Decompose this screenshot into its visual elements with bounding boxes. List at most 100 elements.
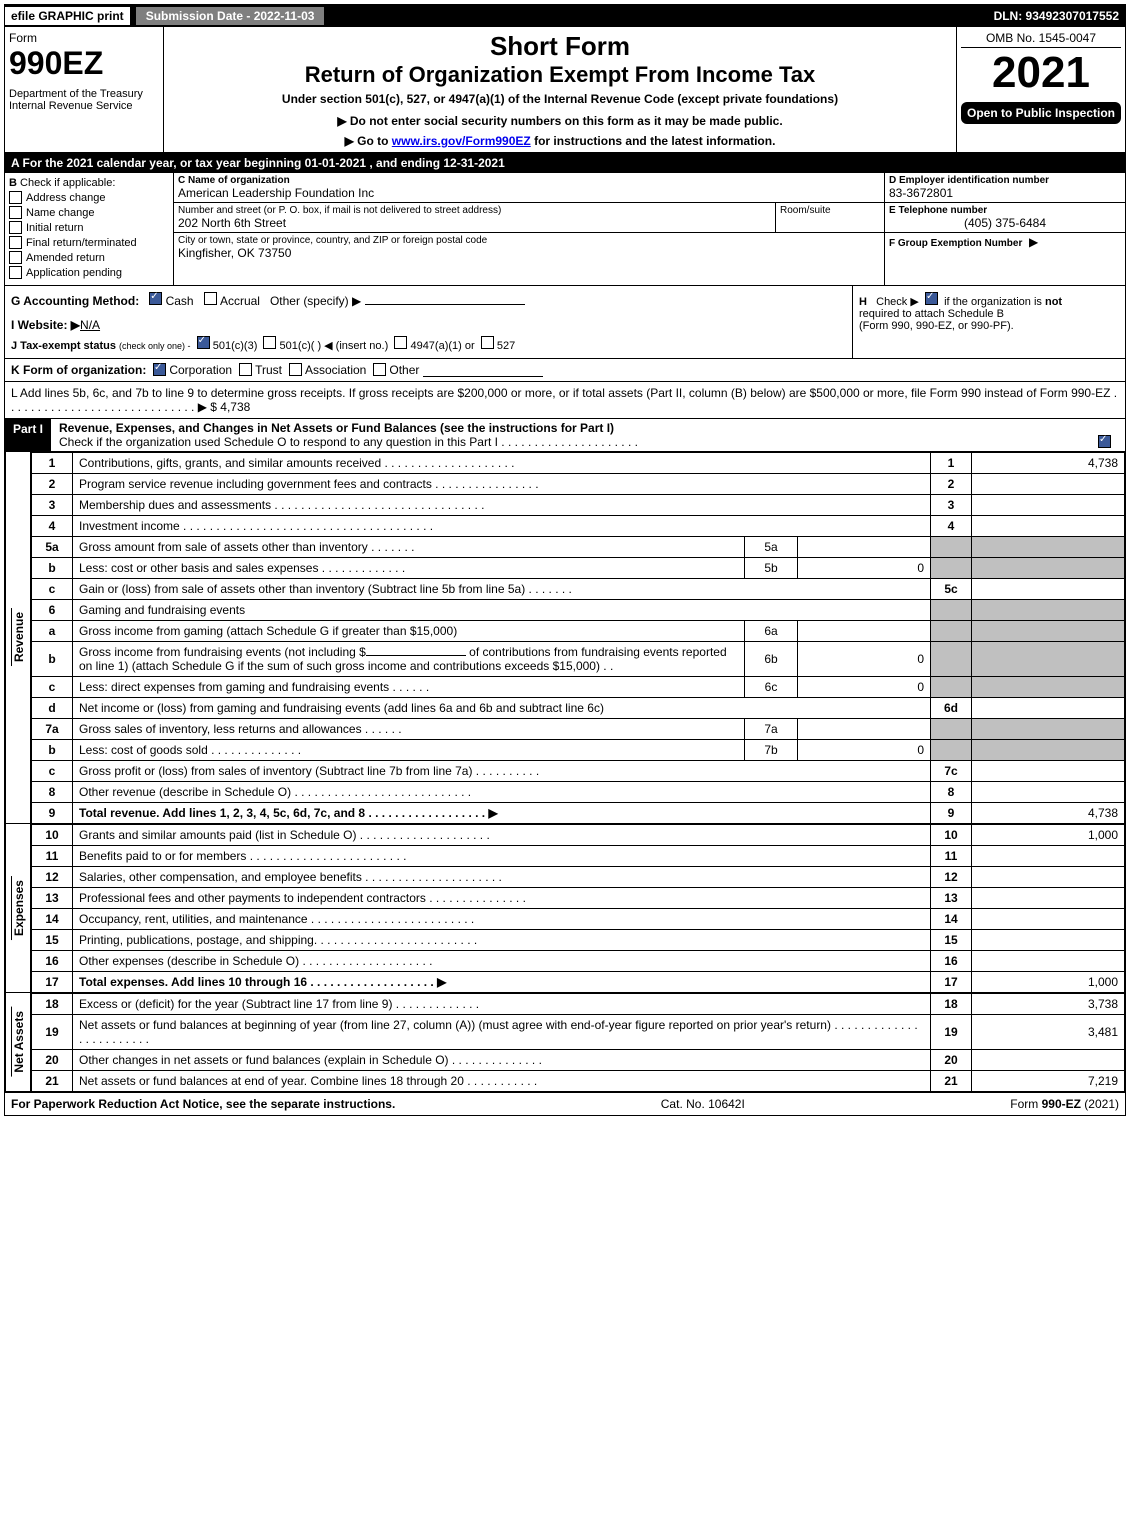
chk-other-org[interactable] bbox=[373, 363, 386, 376]
line-16-desc: Other expenses (describe in Schedule O) … bbox=[73, 951, 931, 972]
g-other-line bbox=[365, 304, 525, 305]
g-accrual: Accrual bbox=[220, 294, 260, 308]
section-a: A For the 2021 calendar year, or tax yea… bbox=[5, 153, 1125, 173]
chk-accrual[interactable] bbox=[204, 292, 217, 305]
chk-amended-return[interactable] bbox=[9, 251, 22, 264]
chk-part1-schedule-o[interactable] bbox=[1098, 435, 1111, 448]
h-not: not bbox=[1045, 296, 1062, 308]
chk-501c3[interactable] bbox=[197, 336, 210, 349]
line-19-desc: Net assets or fund balances at beginning… bbox=[73, 1015, 931, 1050]
line-15-amt bbox=[972, 930, 1125, 951]
b-item-2: Initial return bbox=[26, 222, 83, 234]
j-sub: (check only one) - bbox=[119, 341, 191, 351]
line-6c-sn: 6c bbox=[745, 677, 798, 698]
part1-label: Part I bbox=[5, 419, 51, 451]
return-title: Return of Organization Exempt From Incom… bbox=[168, 62, 952, 88]
line-18-num: 18 bbox=[32, 994, 73, 1015]
chk-association[interactable] bbox=[289, 363, 302, 376]
line-19-idx: 19 bbox=[931, 1015, 972, 1050]
line-20-desc: Other changes in net assets or fund bala… bbox=[73, 1050, 931, 1071]
line-6-num: 6 bbox=[32, 600, 73, 621]
k-other-line bbox=[423, 363, 543, 377]
line-21-num: 21 bbox=[32, 1071, 73, 1092]
line-17-desc: Total expenses. Add lines 10 through 16 … bbox=[73, 972, 931, 993]
line-13-desc: Professional fees and other payments to … bbox=[73, 888, 931, 909]
line-5a-idx bbox=[931, 537, 972, 558]
chk-application-pending[interactable] bbox=[9, 266, 22, 279]
line-1-num: 1 bbox=[32, 453, 73, 474]
line-6b-num: b bbox=[32, 642, 73, 677]
omb-number: OMB No. 1545-0047 bbox=[961, 31, 1121, 48]
h-label: H bbox=[859, 296, 867, 308]
k-assoc: Association bbox=[305, 363, 366, 377]
chk-cash[interactable] bbox=[149, 292, 162, 305]
top-bar: efile GRAPHIC print Submission Date - 20… bbox=[5, 5, 1125, 27]
chk-initial-return[interactable] bbox=[9, 221, 22, 234]
line-10-amt: 1,000 bbox=[972, 825, 1125, 846]
expenses-table: 10Grants and similar amounts paid (list … bbox=[31, 824, 1125, 993]
line-6b-sn: 6b bbox=[745, 642, 798, 677]
chk-corporation[interactable] bbox=[153, 363, 166, 376]
line-5a-num: 5a bbox=[32, 537, 73, 558]
line-10-num: 10 bbox=[32, 825, 73, 846]
line-2-desc: Program service revenue including govern… bbox=[73, 474, 931, 495]
line-4-num: 4 bbox=[32, 516, 73, 537]
line-17-desc-bold: Total expenses. Add lines 10 through 16 … bbox=[79, 975, 446, 989]
part1-header-row: Part I Revenue, Expenses, and Changes in… bbox=[5, 419, 1125, 452]
g-other: Other (specify) ▶ bbox=[270, 294, 361, 308]
h-text3: required to attach Schedule B bbox=[859, 308, 1004, 320]
line-7a-amt bbox=[972, 719, 1125, 740]
line-10-idx: 10 bbox=[931, 825, 972, 846]
line-17-idx: 17 bbox=[931, 972, 972, 993]
g-cash: Cash bbox=[166, 294, 194, 308]
line-3-desc: Membership dues and assessments . . . . … bbox=[73, 495, 931, 516]
line-6-amt bbox=[972, 600, 1125, 621]
line-7a-num: 7a bbox=[32, 719, 73, 740]
chk-schedule-b[interactable] bbox=[925, 292, 938, 305]
form-number: 990EZ bbox=[9, 45, 159, 82]
chk-4947[interactable] bbox=[394, 336, 407, 349]
chk-trust[interactable] bbox=[239, 363, 252, 376]
irs-link[interactable]: www.irs.gov/Form990EZ bbox=[392, 134, 531, 148]
line-7b-sa: 0 bbox=[798, 740, 931, 761]
line-7c-desc: Gross profit or (loss) from sales of inv… bbox=[73, 761, 931, 782]
chk-address-change[interactable] bbox=[9, 191, 22, 204]
j-opt3: 4947(a)(1) or bbox=[410, 340, 474, 352]
line-6d-idx: 6d bbox=[931, 698, 972, 719]
line-6b-d1: Gross income from fundraising events (no… bbox=[79, 645, 366, 659]
line-12-amt bbox=[972, 867, 1125, 888]
line-14-num: 14 bbox=[32, 909, 73, 930]
line-20-amt bbox=[972, 1050, 1125, 1071]
dept-label: Department of the Treasury bbox=[9, 88, 159, 100]
submission-date: Submission Date - 2022-11-03 bbox=[134, 5, 327, 27]
line-6-desc: Gaming and fundraising events bbox=[73, 600, 931, 621]
chk-527[interactable] bbox=[481, 336, 494, 349]
line-6c-desc: Less: direct expenses from gaming and fu… bbox=[73, 677, 745, 698]
line-5c-amt bbox=[972, 579, 1125, 600]
note-ssn: ▶ Do not enter social security numbers o… bbox=[168, 114, 952, 128]
line-7c-amt bbox=[972, 761, 1125, 782]
tax-year: 2021 bbox=[961, 48, 1121, 98]
chk-501c[interactable] bbox=[263, 336, 276, 349]
line-7b-desc: Less: cost of goods sold . . . . . . . .… bbox=[73, 740, 745, 761]
line-1-idx: 1 bbox=[931, 453, 972, 474]
g-label: G Accounting Method: bbox=[11, 294, 139, 308]
section-l: L Add lines 5b, 6c, and 7b to line 9 to … bbox=[5, 382, 1125, 419]
form-container: efile GRAPHIC print Submission Date - 20… bbox=[4, 4, 1126, 1116]
line-13-idx: 13 bbox=[931, 888, 972, 909]
chk-final-return[interactable] bbox=[9, 236, 22, 249]
section-c: C Name of organization American Leadersh… bbox=[174, 173, 884, 285]
header-left: Form 990EZ Department of the Treasury In… bbox=[5, 27, 164, 152]
footer-left: For Paperwork Reduction Act Notice, see … bbox=[11, 1097, 395, 1111]
line-7c-num: c bbox=[32, 761, 73, 782]
line-17-num: 17 bbox=[32, 972, 73, 993]
line-5c-idx: 5c bbox=[931, 579, 972, 600]
line-13-num: 13 bbox=[32, 888, 73, 909]
dln-number: DLN: 93492307017552 bbox=[994, 9, 1125, 23]
line-1-desc: Contributions, gifts, grants, and simila… bbox=[73, 453, 931, 474]
line-6c-amt bbox=[972, 677, 1125, 698]
line-7a-sa bbox=[798, 719, 931, 740]
j-opt2: 501(c)( ) ◀ (insert no.) bbox=[280, 340, 389, 352]
d-label: D Employer identification number bbox=[889, 175, 1049, 186]
chk-name-change[interactable] bbox=[9, 206, 22, 219]
